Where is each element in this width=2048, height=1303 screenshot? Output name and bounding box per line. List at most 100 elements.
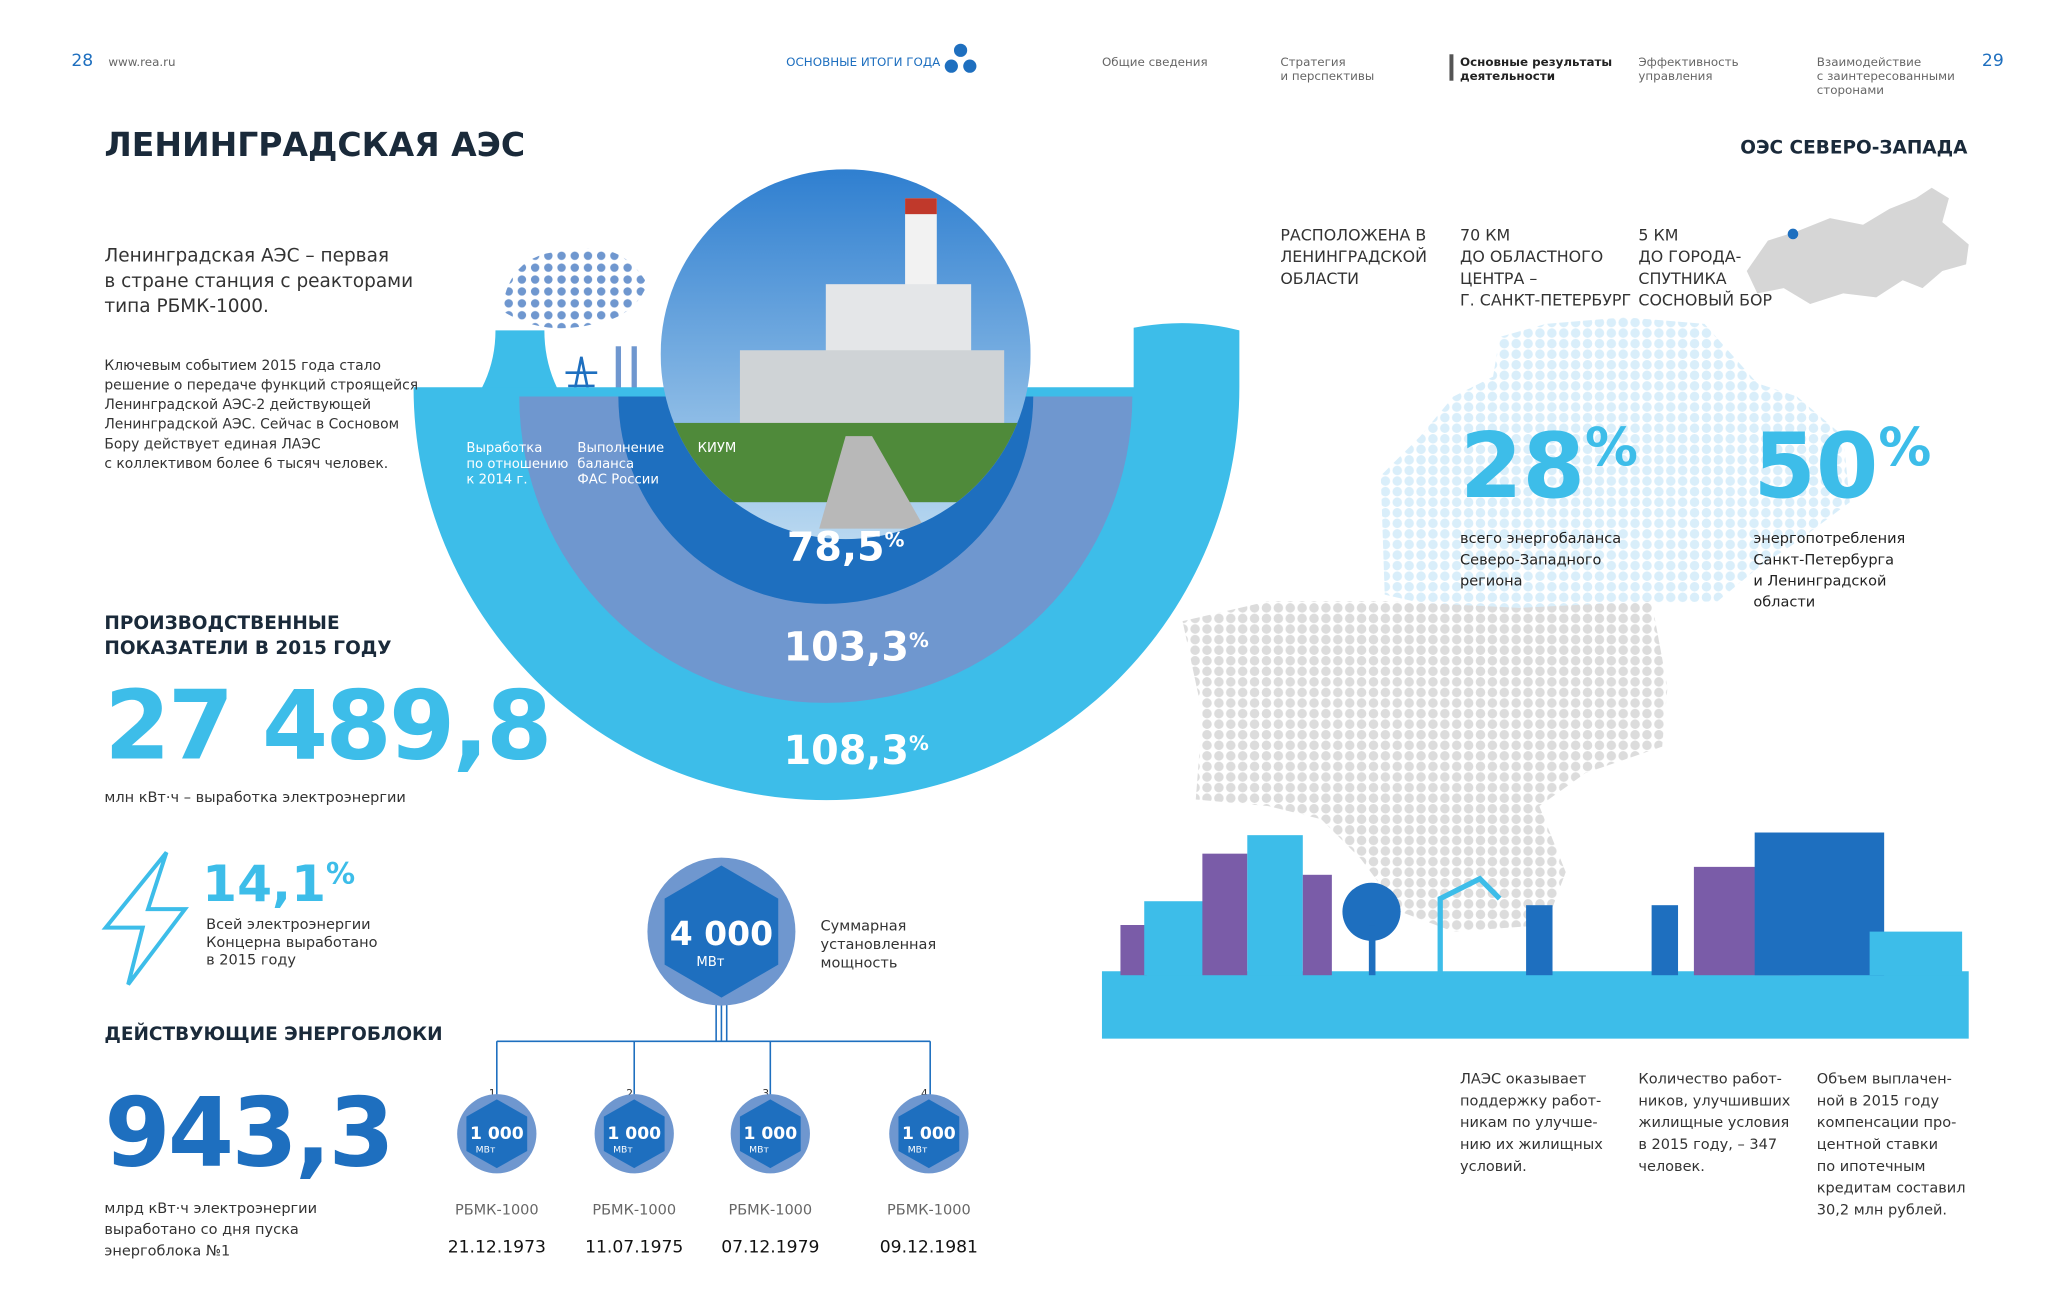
social-text-line: жилищные условия bbox=[1638, 1115, 1789, 1131]
unit-value: 1 000 bbox=[607, 1124, 661, 1144]
capacity-value: 4 000 bbox=[670, 914, 773, 953]
section-heading-line: ПОКАЗАТЕЛИ В 2015 ГОДУ bbox=[104, 638, 391, 659]
ring-label-line: баланса bbox=[577, 456, 634, 472]
share-text: Всей электроэнергии Концерна выработано в … bbox=[206, 917, 377, 969]
nav-item-line: управления bbox=[1638, 69, 1712, 83]
share-value-value: 14,1 bbox=[202, 854, 326, 913]
share-text-line: в 2015 году bbox=[206, 953, 296, 969]
unit-type: РБМК-1000 bbox=[592, 1202, 676, 1218]
station-photo bbox=[660, 169, 1031, 540]
region-map-north bbox=[1380, 317, 1850, 611]
nav-item-line: Основные результаты bbox=[1460, 55, 1612, 69]
ring-label-line: по отношению bbox=[466, 457, 568, 472]
map-marker bbox=[1787, 228, 1799, 240]
social-text-line: компенсации про- bbox=[1817, 1115, 1957, 1131]
social-text-line: в 2015 году, – 347 bbox=[1638, 1137, 1777, 1153]
unit-hex bbox=[466, 1099, 528, 1169]
unit-unit: МВт bbox=[749, 1144, 769, 1155]
capacity-hex bbox=[664, 865, 779, 998]
ring-label-line: Выполнение bbox=[577, 441, 664, 456]
unit-unit: МВт bbox=[908, 1144, 928, 1155]
unit-value: 1 000 bbox=[743, 1124, 797, 1144]
intro-line: Ленинградская АЭС – первая bbox=[104, 246, 389, 267]
social-text-line: Количество работ- bbox=[1638, 1072, 1782, 1088]
section-title: ОСНОВНЫЕ ИТОГИ ГОДА bbox=[786, 55, 941, 69]
bolt-icon bbox=[101, 851, 189, 986]
logo bbox=[944, 43, 977, 73]
page-number: 29 bbox=[1982, 51, 2004, 71]
share-caption-line: области bbox=[1753, 595, 1815, 611]
share-value-unit: % bbox=[326, 857, 355, 891]
nav-item: Стратегия и перспективы bbox=[1280, 55, 1374, 83]
skyline bbox=[1101, 832, 1969, 1039]
location-text-line: ДО ГОРОДА- bbox=[1638, 247, 1741, 266]
steam bbox=[502, 248, 648, 329]
capacity-text-line: мощность bbox=[821, 955, 898, 971]
location-text-line: 70 КМ bbox=[1460, 226, 1510, 245]
body-text-line: Бору действует единая ЛАЭС bbox=[104, 436, 320, 452]
ring-value-value: 103,3 bbox=[784, 625, 909, 671]
ring-value-unit: % bbox=[885, 528, 905, 551]
unit-type: РБМК-1000 bbox=[455, 1202, 539, 1218]
ring-label-line: Выработка bbox=[466, 440, 542, 456]
nav-item-line: и перспективы bbox=[1280, 69, 1374, 83]
unit-date: 11.07.1975 bbox=[585, 1238, 683, 1258]
share-caption-line: и Ленинградской bbox=[1753, 573, 1886, 589]
social-text: Количество работ-ников, улучшивших жилищн… bbox=[1638, 1072, 1790, 1175]
share-caption-line: Санкт-Петербурга bbox=[1753, 552, 1894, 568]
social-text: Объем выплачен-ной в 2015 году компенсаци… bbox=[1817, 1072, 1966, 1219]
nav-item-line: деятельности bbox=[1460, 69, 1555, 83]
unit-number: 3 bbox=[762, 1088, 769, 1100]
share-caption: энергопотребления Санкт-Петербурга и Ленин… bbox=[1753, 531, 1905, 610]
share-caption-line: энергопотребления bbox=[1753, 531, 1905, 547]
capacity-text: Суммарная установленная мощность bbox=[821, 918, 937, 971]
unit-type: РБМК-1000 bbox=[728, 1202, 812, 1218]
ring-value-unit: % bbox=[909, 732, 929, 755]
body-text-line: Ленинградской АЭС. Сейчас в Сосновом bbox=[104, 417, 399, 433]
location-text-line: 5 КМ bbox=[1638, 226, 1678, 245]
unit-date: 07.12.1979 bbox=[721, 1238, 819, 1258]
social-text-line: центной ставки bbox=[1817, 1137, 1938, 1153]
social-text-line: ников, улучшивших bbox=[1638, 1093, 1790, 1109]
share-big-value: 50 bbox=[1753, 415, 1878, 519]
social-text: ЛАЭС оказывает поддержку работ-никам по у… bbox=[1460, 1072, 1603, 1175]
nav-item-line: сторонами bbox=[1817, 83, 1884, 97]
location-text-line: Г. САНКТ-ПЕТЕРБУРГ bbox=[1460, 291, 1631, 310]
share-caption-line: Северо-Западного bbox=[1460, 552, 1602, 568]
ring-label-line: КИУМ bbox=[698, 441, 737, 456]
caption-line: выработано со дня пуска bbox=[104, 1222, 298, 1238]
share-big-unit: % bbox=[1878, 417, 1931, 478]
social-text-line: человек. bbox=[1638, 1159, 1705, 1175]
section-heading-line: ПРОИЗВОДСТВЕННЫЕ bbox=[104, 613, 339, 634]
share-text-line: Концерна выработано bbox=[206, 935, 377, 951]
ring-label: КИУМ bbox=[698, 441, 737, 456]
section-heading: ПРОИЗВОДСТВЕННЫЕ ПОКАЗАТЕЛИ В 2015 ГОДУ bbox=[104, 613, 391, 659]
social-text-line: кредитам составил bbox=[1817, 1181, 1966, 1197]
caption-line: энергоблока №1 bbox=[104, 1243, 230, 1259]
nav-item: Общие сведения bbox=[1102, 55, 1208, 69]
region-title: ОЭС СЕВЕРО-ЗАПАДА bbox=[1740, 137, 1968, 158]
ring-value-unit: % bbox=[909, 629, 929, 652]
unit-number: 1 bbox=[489, 1088, 496, 1100]
nav-item-line: Эффективность bbox=[1638, 55, 1738, 69]
location-text: 5 КМ ДО ГОРОДА- СПУТНИКА СОСНОВЫЙ БОР bbox=[1638, 226, 1772, 310]
unit-unit: МВт bbox=[476, 1144, 496, 1155]
social-text-line: нию их жилищных bbox=[1460, 1137, 1603, 1153]
social-text-line: Объем выплачен- bbox=[1817, 1072, 1952, 1088]
unit-hex bbox=[898, 1099, 960, 1169]
share-caption-line: региона bbox=[1460, 573, 1522, 589]
nav-item-line: Взаимодействие bbox=[1817, 55, 1921, 69]
body-text-line: с коллективом более 6 тысяч человек. bbox=[104, 456, 388, 472]
ring-value: 108,3% bbox=[784, 728, 929, 774]
share-big: 28% bbox=[1460, 415, 1638, 519]
body-text-line: решение о передаче функций строящейся bbox=[104, 378, 418, 394]
location-text: 70 КМ ДО ОБЛАСТНОГО ЦЕНТРА – Г. САНКТ-ПЕТЕР… bbox=[1460, 226, 1631, 310]
section-heading: ДЕЙСТВУЮЩИЕ ЭНЕРГОБЛОКИ bbox=[104, 1023, 442, 1045]
big-value: 27 489,8 bbox=[104, 672, 549, 782]
ring-value-value: 108,3 bbox=[784, 728, 909, 774]
intro-line: типа РБМК-1000. bbox=[104, 296, 269, 317]
capacity-tree bbox=[496, 1004, 931, 1104]
unit-value: 1 000 bbox=[470, 1124, 524, 1144]
social-text-line: по ипотечным bbox=[1817, 1159, 1926, 1175]
